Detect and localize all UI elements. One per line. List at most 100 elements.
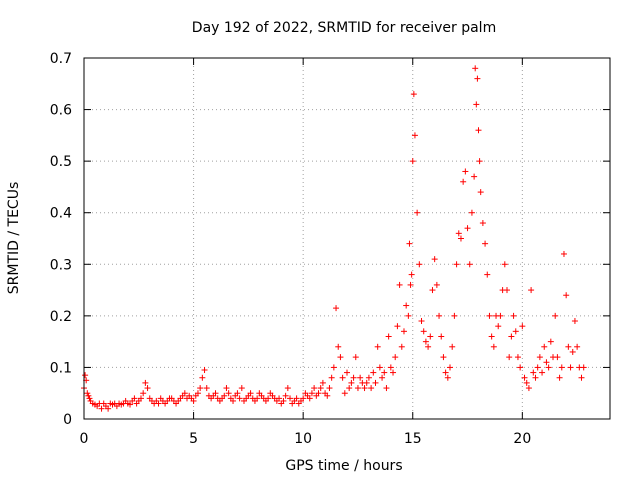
data-point xyxy=(405,312,412,319)
data-point xyxy=(495,323,502,330)
data-point xyxy=(190,397,197,404)
data-point xyxy=(447,364,454,371)
data-point xyxy=(357,374,364,381)
data-point xyxy=(105,405,112,412)
x-tick-label: 5 xyxy=(189,431,198,447)
data-point xyxy=(552,312,559,319)
y-tick-label: 0.4 xyxy=(50,206,72,222)
data-point xyxy=(554,354,561,361)
data-point xyxy=(390,369,397,376)
grid xyxy=(84,58,610,419)
data-point xyxy=(464,225,471,232)
data-point xyxy=(348,379,355,386)
data-point xyxy=(155,400,162,407)
data-point xyxy=(247,390,254,397)
data-point xyxy=(350,374,357,381)
data-point xyxy=(580,364,587,371)
data-point xyxy=(361,385,368,392)
data-points xyxy=(81,65,587,412)
y-tick-label: 0.2 xyxy=(50,309,72,325)
data-point xyxy=(221,392,228,399)
data-point xyxy=(541,343,548,350)
data-point xyxy=(457,235,464,242)
x-tick-label: 15 xyxy=(404,431,422,447)
data-point xyxy=(276,395,283,402)
data-point xyxy=(444,374,451,381)
data-point xyxy=(308,390,315,397)
data-point xyxy=(558,364,565,371)
y-tick-label: 0.1 xyxy=(50,360,72,376)
data-point xyxy=(330,364,337,371)
data-point xyxy=(212,390,219,397)
data-point xyxy=(486,312,493,319)
data-point xyxy=(265,395,272,402)
data-point xyxy=(131,395,138,402)
data-point xyxy=(488,333,495,340)
data-point xyxy=(376,364,383,371)
data-point xyxy=(431,256,438,263)
chart-title: Day 192 of 2022, SRMTID for receiver pal… xyxy=(192,20,496,36)
data-point xyxy=(374,343,381,350)
data-point xyxy=(335,343,342,350)
data-point xyxy=(473,101,480,108)
data-point xyxy=(453,261,460,268)
data-point xyxy=(503,287,510,294)
data-point xyxy=(429,287,436,294)
data-point xyxy=(197,385,204,392)
y-tick-label: 0.5 xyxy=(50,154,72,170)
data-point xyxy=(344,369,350,376)
data-point xyxy=(462,168,469,175)
data-point xyxy=(201,367,208,374)
data-point xyxy=(471,173,478,180)
data-point xyxy=(372,379,379,386)
data-point xyxy=(578,374,585,381)
x-axis-label: GPS time / hours xyxy=(285,458,402,474)
data-point xyxy=(468,209,475,216)
data-point xyxy=(416,261,423,268)
plot-frame xyxy=(83,57,611,420)
data-point xyxy=(403,302,410,309)
data-point xyxy=(420,328,427,335)
y-tick-label: 0.3 xyxy=(50,257,72,273)
data-point xyxy=(181,390,188,397)
data-point xyxy=(569,348,576,355)
data-point xyxy=(508,333,515,340)
data-point xyxy=(337,354,344,361)
data-point xyxy=(328,374,335,381)
x-tick-label: 20 xyxy=(513,431,531,447)
data-point xyxy=(410,91,417,98)
y-axis-label: SRMTID / TECUs xyxy=(6,182,22,295)
data-point xyxy=(474,75,481,82)
data-point xyxy=(521,374,528,381)
data-point xyxy=(392,354,399,361)
data-point xyxy=(545,364,552,371)
data-point xyxy=(484,271,491,278)
data-point xyxy=(144,385,151,392)
x-tick-label: 10 xyxy=(294,431,312,447)
data-point xyxy=(86,395,93,402)
data-point xyxy=(284,385,291,392)
data-point xyxy=(490,343,497,350)
data-point xyxy=(365,374,372,381)
data-point xyxy=(433,281,440,288)
data-point xyxy=(383,385,390,392)
data-point xyxy=(560,250,567,257)
data-point xyxy=(517,364,524,371)
data-point xyxy=(565,343,572,350)
y-tick-label: 0 xyxy=(63,412,72,428)
data-point xyxy=(230,397,237,404)
data-point xyxy=(414,209,421,216)
data-point xyxy=(528,287,535,294)
data-point xyxy=(543,359,550,366)
data-point xyxy=(466,261,473,268)
data-point xyxy=(394,323,401,330)
data-point xyxy=(238,385,245,392)
data-point xyxy=(472,65,479,72)
data-point xyxy=(300,395,307,402)
x-tick-label: 0 xyxy=(80,431,89,447)
data-point xyxy=(137,395,144,402)
data-point xyxy=(319,379,326,386)
data-point xyxy=(574,343,581,350)
